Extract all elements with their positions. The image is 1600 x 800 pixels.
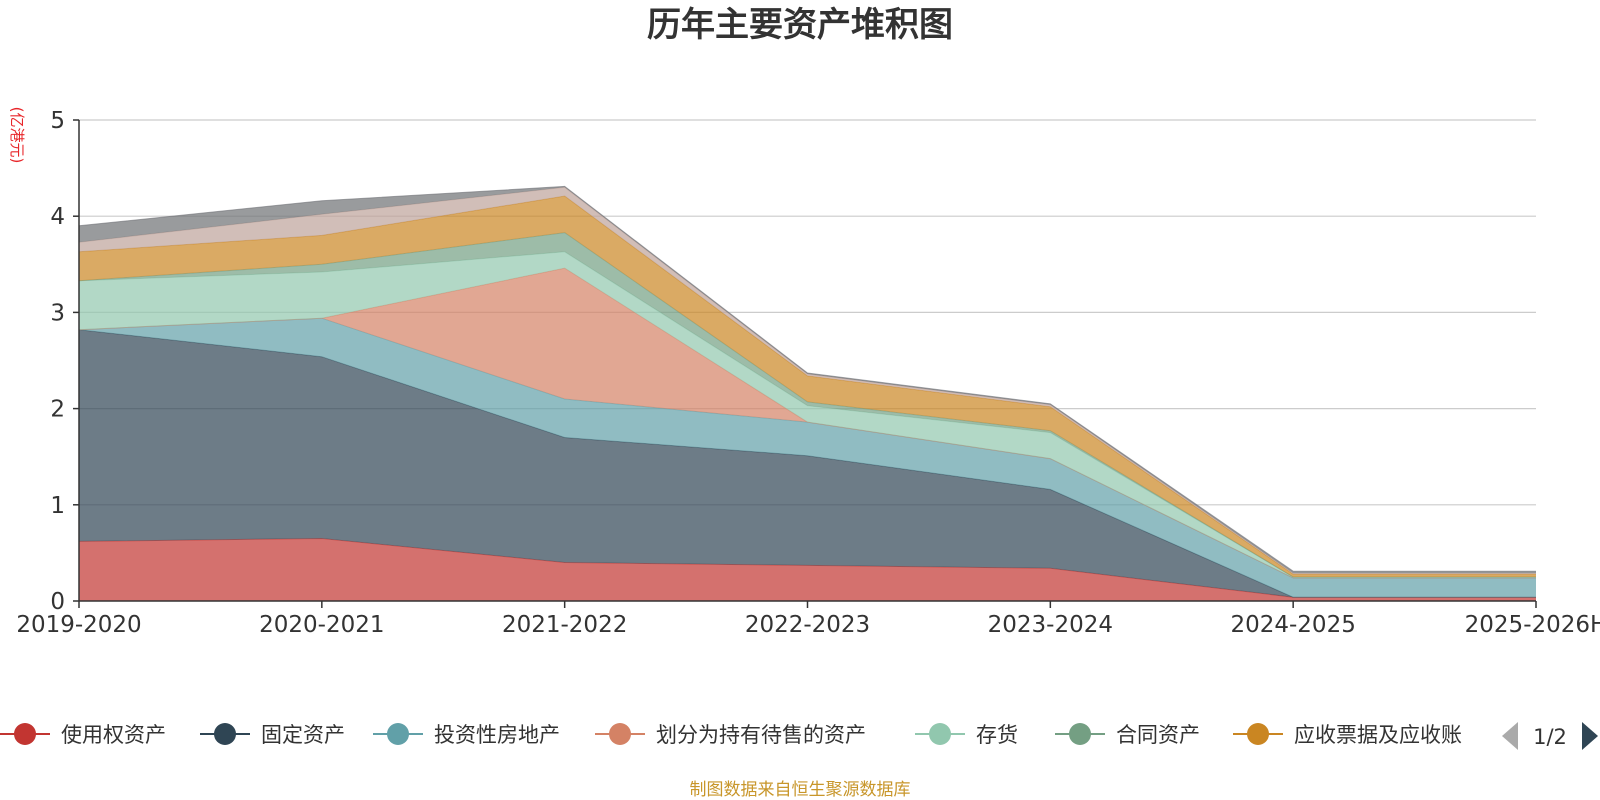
legend-item[interactable]: 投资性房地产 bbox=[373, 723, 560, 747]
y-axis-unit-label: (亿港元) bbox=[8, 107, 26, 164]
area-series-8[interactable] bbox=[79, 187, 1536, 575]
area-series-9[interactable] bbox=[79, 186, 1536, 574]
y-tick-label: 5 bbox=[50, 108, 65, 134]
legend-label: 应收票据及应收账 bbox=[1294, 723, 1462, 747]
legend-label: 合同资产 bbox=[1116, 723, 1200, 747]
legend-label: 划分为持有待售的资产 bbox=[656, 723, 866, 747]
x-tick-label: 2020-2021 bbox=[259, 612, 384, 638]
legend-next-icon[interactable] bbox=[1582, 722, 1598, 750]
y-tick-label: 2 bbox=[50, 397, 65, 423]
y-tick-label: 0 bbox=[50, 589, 65, 615]
area-series-6[interactable] bbox=[79, 232, 1536, 577]
area-series-1[interactable] bbox=[79, 538, 1536, 602]
y-ticks: 0 1 2 3 4 5 bbox=[50, 108, 79, 615]
legend-pager: 1/2 bbox=[1502, 722, 1598, 750]
legend-label: 固定资产 bbox=[261, 723, 345, 747]
x-tick-label: 2019-2020 bbox=[16, 612, 141, 638]
legend-label: 存货 bbox=[976, 723, 1018, 747]
legend-circle-marker bbox=[387, 723, 409, 745]
legend: 使用权资产 固定资产 投资性房地产 划分为持有待售的资产 存货 合同资产 应收票据及应收账 bbox=[0, 723, 1462, 747]
area-series-2[interactable] bbox=[79, 329, 1536, 598]
legend-circle-marker bbox=[609, 723, 631, 745]
x-ticks: 2019-2020 2020-2021 2021-2022 2022-2023 2023… bbox=[16, 601, 1600, 638]
data-source-note: 制图数据来自恒生聚源数据库 bbox=[690, 780, 911, 800]
area-series-4[interactable] bbox=[79, 268, 1536, 578]
x-tick-label: 2023-2024 bbox=[988, 612, 1113, 638]
legend-item[interactable]: 应收票据及应收账 bbox=[1233, 723, 1462, 747]
x-tick-label: 2025-2026H bbox=[1465, 612, 1600, 638]
legend-circle-marker bbox=[14, 723, 36, 745]
legend-circle-marker bbox=[1069, 723, 1091, 745]
x-tick-label: 2024-2025 bbox=[1230, 612, 1355, 638]
chart-title: 历年主要资产堆积图 bbox=[647, 5, 953, 45]
legend-page-indicator: 1/2 bbox=[1533, 725, 1567, 749]
y-tick-label: 3 bbox=[50, 300, 65, 326]
stacked-areas bbox=[78, 185, 1536, 602]
area-series-5[interactable] bbox=[79, 251, 1536, 578]
y-tick-label: 1 bbox=[50, 493, 65, 519]
legend-label: 使用权资产 bbox=[61, 723, 166, 747]
x-tick-label: 2021-2022 bbox=[502, 612, 627, 638]
legend-item[interactable]: 存货 bbox=[915, 723, 1018, 747]
legend-item[interactable]: 使用权资产 bbox=[0, 723, 166, 747]
legend-circle-marker bbox=[214, 723, 236, 745]
area-series-7[interactable] bbox=[79, 196, 1536, 577]
y-tick-label: 4 bbox=[50, 204, 65, 230]
legend-item[interactable]: 合同资产 bbox=[1055, 723, 1200, 747]
area-series-line-9 bbox=[78, 185, 1536, 572]
legend-label: 投资性房地产 bbox=[434, 723, 560, 747]
x-tick-label: 2022-2023 bbox=[745, 612, 870, 638]
area-series-3[interactable] bbox=[79, 318, 1536, 598]
legend-prev-icon[interactable] bbox=[1502, 722, 1518, 750]
legend-item[interactable]: 固定资产 bbox=[200, 723, 345, 747]
legend-circle-marker bbox=[929, 723, 951, 745]
legend-item[interactable]: 划分为持有待售的资产 bbox=[595, 723, 866, 747]
legend-circle-marker bbox=[1247, 723, 1269, 745]
